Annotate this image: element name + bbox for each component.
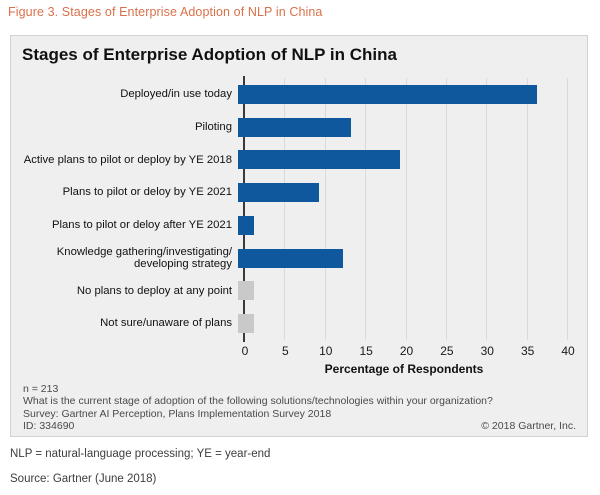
x-tick-label: 0: [241, 344, 249, 358]
x-tick-label: 15: [359, 344, 373, 358]
bar-track: [238, 78, 583, 111]
footnote-survey: Survey: Gartner AI Perception, Plans Imp…: [23, 407, 332, 420]
bar-track: [238, 209, 583, 242]
gridline: [284, 78, 286, 340]
bar: [238, 281, 255, 301]
footnote-question: What is the current stage of adoption of…: [23, 395, 493, 408]
x-tick-label: 25: [440, 344, 454, 358]
chart-row: Deployed/in use today: [11, 78, 583, 111]
x-tick-label: 5: [282, 344, 289, 358]
chart-row: Piloting: [11, 111, 583, 144]
figure-caption: Figure 3. Stages of Enterprise Adoption …: [8, 5, 323, 19]
x-tick-label: 10: [319, 344, 333, 358]
bar-track: [238, 111, 583, 144]
category-label: Piloting: [194, 120, 232, 133]
chart-panel: Stages of Enterprise Adoption of NLP in …: [10, 35, 588, 437]
bar-track: [238, 176, 583, 209]
source-note: Source: Gartner (June 2018): [10, 473, 157, 485]
gridline: [526, 78, 528, 340]
x-tick-label: 20: [399, 344, 414, 358]
gridline: [486, 78, 488, 340]
bar: [238, 248, 343, 268]
category-label: Knowledge gathering/investigating/ devel…: [56, 245, 232, 271]
gridline: [405, 78, 407, 340]
bar: [238, 84, 537, 104]
x-tick-label: 30: [480, 344, 494, 358]
abbreviations-note: NLP = natural-language processing; YE = …: [10, 448, 271, 460]
gridline: [567, 78, 568, 340]
bar-track: [238, 307, 583, 340]
gridline: [365, 78, 367, 340]
bar: [238, 117, 352, 137]
chart-row: Not sure/unaware of plans: [11, 307, 583, 340]
x-axis-title: Percentage of Respondents: [324, 362, 484, 376]
bar: [238, 183, 319, 203]
category-label: Not sure/unaware of plans: [100, 317, 232, 330]
y-axis-line: [243, 76, 245, 342]
copyright-notice: © 2018 Gartner, Inc.: [481, 420, 576, 432]
chart-row: Plans to pilot or deloy by YE 2021: [11, 176, 583, 209]
bar: [238, 215, 255, 235]
chart-footnotes: n = 213 What is the current stage of ado…: [23, 383, 493, 433]
bar-track: [238, 242, 583, 275]
chart-row: Active plans to pilot or deploy by YE 20…: [11, 144, 583, 177]
gridline: [445, 78, 447, 340]
bar-track: [238, 275, 583, 308]
bar: [238, 150, 400, 170]
category-label: Active plans to pilot or deploy by YE 20…: [23, 153, 232, 166]
chart-row: Plans to pilot or deloy after YE 2021: [11, 209, 583, 242]
chart-title: Stages of Enterprise Adoption of NLP in …: [22, 45, 397, 64]
category-label: Plans to pilot or deloy after YE 2021: [51, 219, 232, 232]
bar-rows: Deployed/in use today Piloting Active plan…: [11, 78, 583, 340]
chart-row: Knowledge gathering/investigating/ devel…: [11, 242, 583, 275]
bar-track: [238, 144, 583, 177]
category-label: Plans to pilot or deloy by YE 2021: [62, 186, 232, 199]
x-tick-label: 35: [520, 344, 535, 358]
footnote-id: ID: 334690: [23, 420, 75, 433]
x-tick-label: 40: [561, 344, 575, 358]
category-label: Deployed/in use today: [120, 88, 232, 101]
category-label: No plans to deploy at any point: [76, 284, 232, 297]
bar: [238, 314, 255, 334]
chart-row: No plans to deploy at any point: [11, 275, 583, 308]
gridline: [324, 78, 326, 340]
footnote-n: n = 213: [23, 383, 59, 395]
